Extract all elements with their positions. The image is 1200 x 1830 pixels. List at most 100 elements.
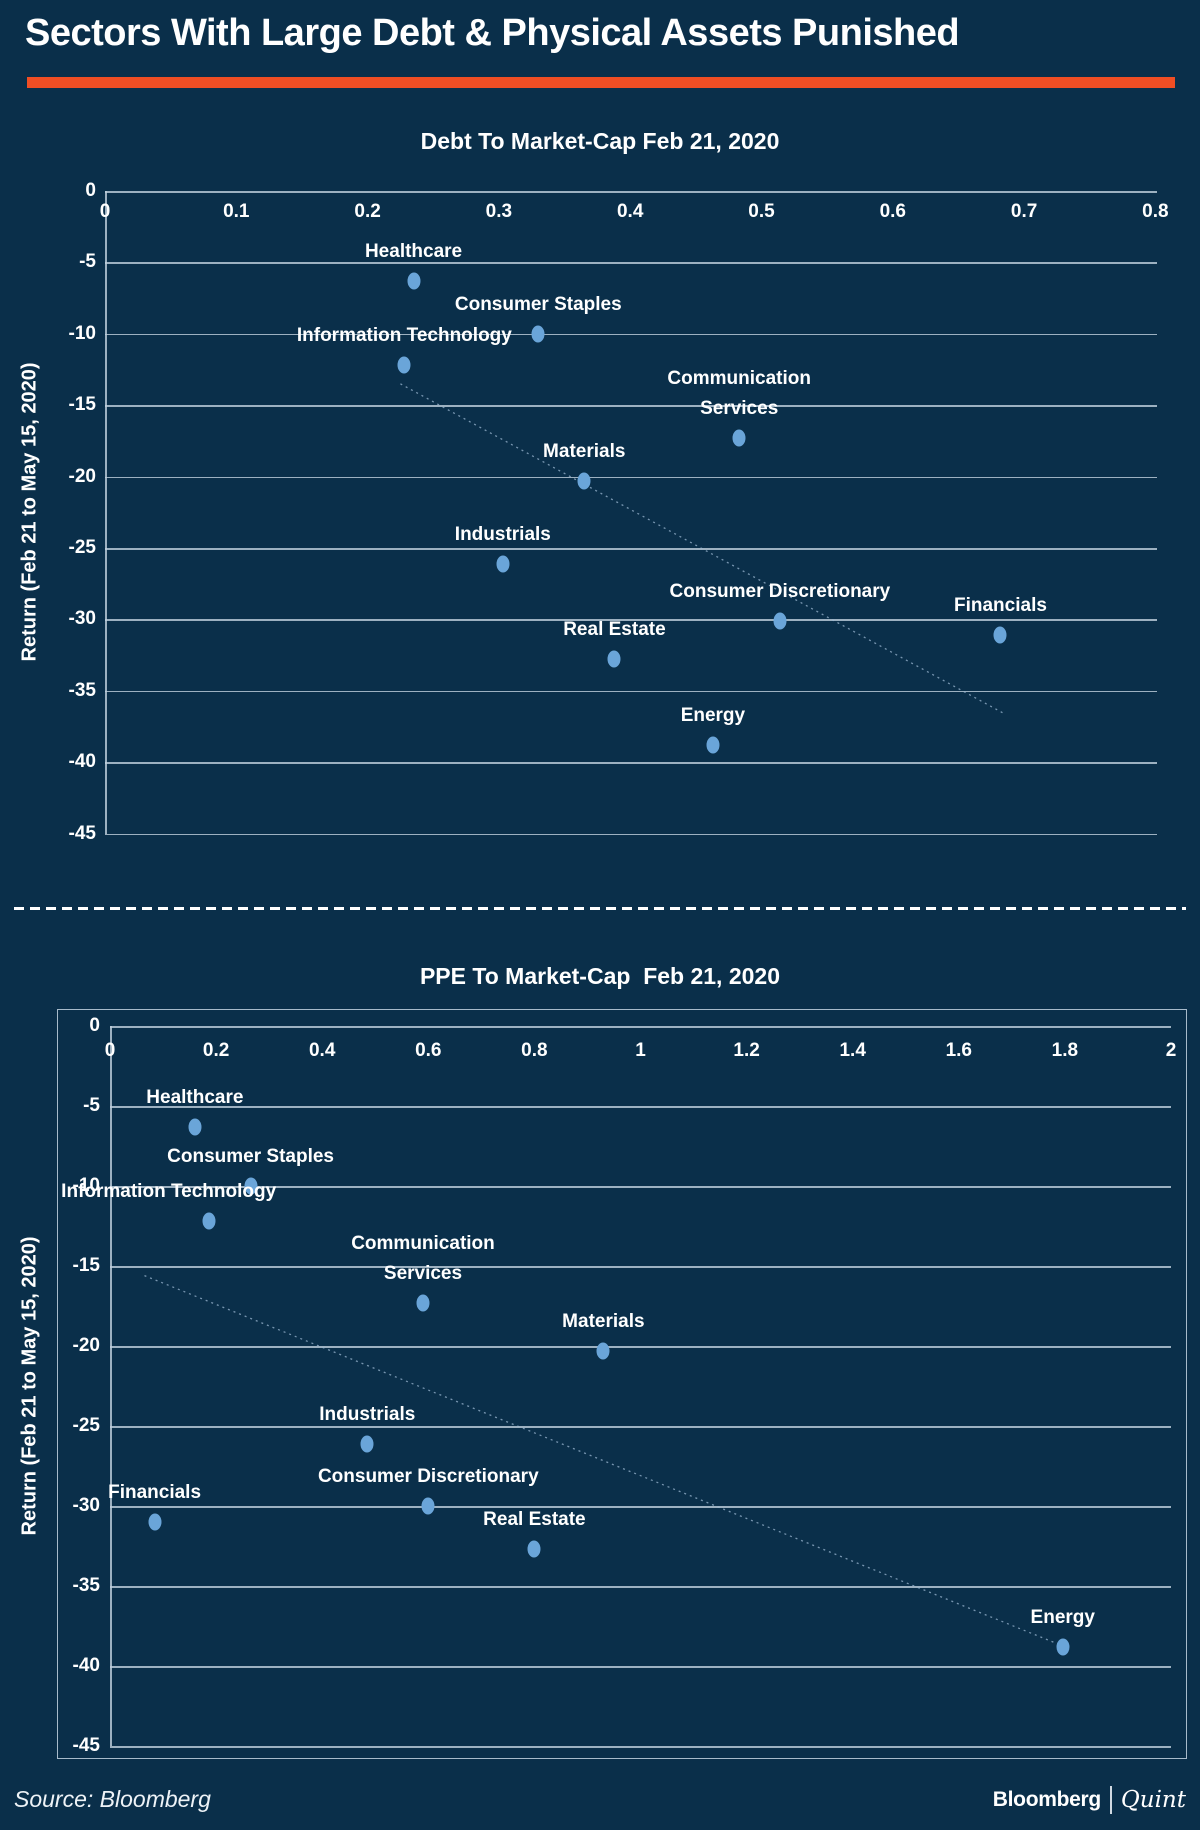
y-tick-label: 0 (85, 180, 96, 201)
y-tick-label: -10 (72, 1175, 100, 1196)
y-axis-line (110, 1026, 112, 1746)
y-tick-label: -5 (83, 1095, 100, 1116)
point-label-financials: Financials (108, 1482, 202, 1503)
gridline-y-45 (105, 833, 1157, 836)
point-label-real-estate: Real Estate (563, 619, 666, 641)
title-underline-bar (27, 77, 1175, 88)
gridline-y-10 (105, 333, 1157, 336)
gridline-y-40 (110, 1666, 1171, 1668)
point-label-healthcare: Healthcare (364, 240, 463, 262)
gridline-y-30 (110, 1506, 1171, 1508)
brand-bloomberg-wordmark: Bloomberg (992, 1788, 1101, 1811)
point-label-healthcare: Healthcare (146, 1086, 244, 1108)
gridline-y-20 (105, 476, 1157, 479)
page-title: Sectors With Large Debt & Physical Asset… (25, 12, 960, 54)
x-tick-label: 0.8 (1142, 201, 1169, 222)
gridline-y-30 (105, 619, 1157, 621)
point-label-communication-services: Communication Services (667, 368, 811, 420)
gridline-y-35 (110, 1586, 1171, 1588)
x-tick-label: 0.2 (202, 1040, 230, 1061)
y-tick-label: -45 (72, 1735, 100, 1756)
point-label-consumer-staples: Consumer Staples (167, 1146, 334, 1167)
x-tick-label: 1.6 (945, 1040, 973, 1061)
x-tick-label: 1.2 (733, 1040, 760, 1061)
y-tick-label: -45 (68, 822, 96, 844)
scatter-point-consumer-staples (244, 1177, 258, 1195)
point-label-information-technology: Information Technology (296, 325, 512, 347)
x-tick-label: 1.8 (1051, 1040, 1079, 1061)
gridline-y-35 (105, 690, 1157, 693)
gridline-y-40 (105, 762, 1157, 764)
y-tick-label: -15 (72, 1255, 100, 1276)
y-tick-label: -30 (72, 1495, 100, 1516)
scatter-point-energy (1056, 1638, 1070, 1656)
point-label-consumer-discretionary: Consumer Discretionary (669, 580, 891, 602)
point-label-energy: Energy (1030, 1606, 1095, 1628)
scatter-point-energy (706, 736, 720, 754)
scatter-point-communication-services (732, 429, 746, 447)
y-axis-line (105, 191, 107, 834)
x-tick-label: 0.6 (415, 1040, 442, 1061)
x-tick-label: 0.5 (748, 201, 775, 222)
point-label-industrials: Industrials (454, 523, 551, 545)
scatter-point-financials (148, 1513, 162, 1531)
point-label-industrials: Industrials (319, 1403, 416, 1425)
y-tick-label: -25 (68, 537, 96, 559)
ppe-chart-border (57, 1009, 1187, 1759)
y-tick-label: -15 (68, 394, 96, 416)
x-tick-label: 0.2 (354, 201, 381, 222)
x-tick-label: 0.4 (308, 1040, 336, 1061)
gridline-y-10 (110, 1186, 1171, 1188)
scatter-point-information-technology (397, 356, 411, 374)
x-tick-label: 0.8 (521, 1040, 548, 1061)
scatter-point-financials (993, 626, 1007, 644)
gridline-y-15 (105, 405, 1157, 407)
x-tick-label: 0.1 (223, 201, 250, 222)
chart-title-ppe: PPE To Market-Cap Feb 21, 2020 (419, 963, 781, 989)
gridline-y-45 (110, 1746, 1171, 1748)
gridline-y-5 (105, 262, 1157, 264)
y-tick-label: -35 (72, 1575, 100, 1596)
source-label: Source: Bloomberg (14, 1786, 211, 1812)
brand-quint-wordmark: Quint (1120, 1787, 1186, 1813)
scatter-point-real-estate (607, 650, 621, 668)
y-tick-label: -20 (72, 1335, 100, 1356)
brand-divider-bar (1109, 1786, 1112, 1814)
point-label-energy: Energy (680, 705, 746, 727)
y-tick-label: -25 (72, 1415, 100, 1436)
trendline (400, 383, 1005, 715)
point-label-materials: Materials (543, 440, 626, 462)
gridline-y-20 (110, 1346, 1171, 1348)
point-label-consumer-staples: Consumer Staples (454, 293, 622, 315)
x-tick-label: 0.7 (1010, 201, 1038, 222)
y-tick-label: -5 (79, 251, 96, 273)
y-tick-label: -40 (72, 1655, 100, 1676)
gridline-y0 (105, 191, 1157, 193)
scatter-point-information-technology (202, 1212, 216, 1230)
scatter-point-healthcare (407, 272, 421, 290)
scatter-point-healthcare (188, 1118, 202, 1136)
gridline-y-25 (110, 1426, 1171, 1428)
y-tick-label: -40 (68, 751, 96, 773)
scatter-point-materials (577, 472, 591, 490)
x-tick-label: 0 (99, 201, 111, 222)
y-tick-label: -35 (68, 679, 96, 701)
scatter-point-consumer-discretionary (773, 612, 787, 630)
point-label-real-estate: Real Estate (483, 1509, 586, 1531)
point-label-consumer-discretionary: Consumer Discretionary (317, 1466, 539, 1487)
x-tick-label: 0.3 (485, 201, 513, 222)
scatter-point-industrials (496, 555, 510, 573)
gridline-y-5 (110, 1106, 1171, 1108)
dashed-divider (14, 907, 1186, 910)
scatter-point-communication-services (416, 1294, 430, 1312)
x-tick-label: 2 (1165, 1040, 1177, 1061)
y-tick-label: -30 (68, 608, 96, 630)
x-tick-label: 0.6 (879, 201, 907, 222)
point-label-financials: Financials (953, 595, 1047, 617)
point-label-information-technology: Information Technology (61, 1181, 277, 1203)
